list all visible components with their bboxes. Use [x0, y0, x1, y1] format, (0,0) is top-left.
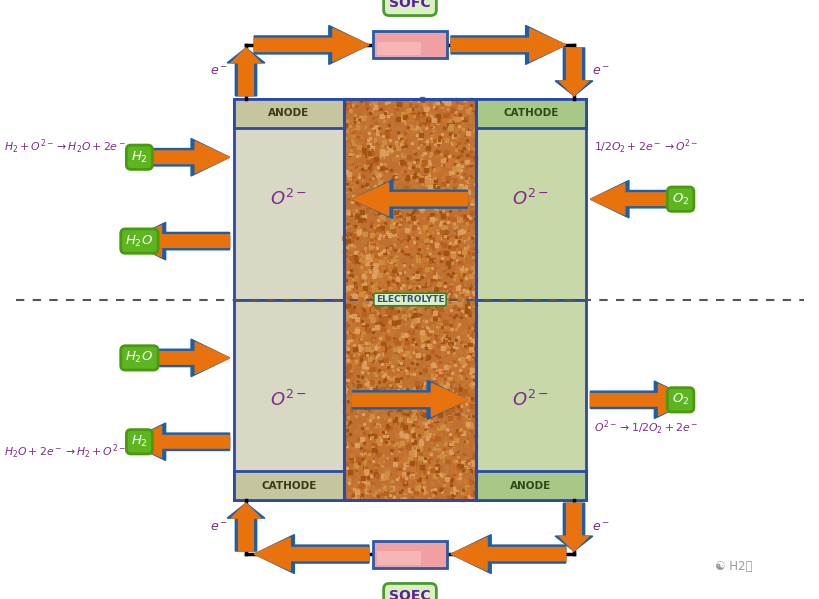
Bar — [475, 300, 586, 500]
Text: $O_2$: $O_2$ — [671, 392, 689, 407]
Text: $e^-$: $e^-$ — [210, 521, 228, 534]
Text: SOEC: SOEC — [389, 589, 430, 599]
Text: $e^-$: $e^-$ — [591, 521, 609, 534]
FancyArrow shape — [590, 384, 692, 416]
Text: $e^-$: $e^-$ — [591, 65, 609, 78]
FancyArrow shape — [450, 26, 565, 65]
FancyArrow shape — [352, 180, 467, 219]
Bar — [373, 31, 446, 59]
Bar — [344, 99, 475, 500]
Bar — [377, 551, 421, 564]
Text: $H_2O$: $H_2O$ — [125, 234, 153, 249]
FancyArrow shape — [450, 534, 565, 574]
FancyArrow shape — [127, 342, 229, 374]
Text: ANODE: ANODE — [509, 481, 551, 491]
FancyArrow shape — [127, 141, 229, 173]
FancyArrow shape — [450, 538, 565, 570]
FancyArrow shape — [231, 503, 260, 551]
Bar — [233, 99, 344, 128]
Text: $H_2 + O^{2-} \rightarrow H_2O+ 2e^-$: $H_2 + O^{2-} \rightarrow H_2O+ 2e^-$ — [4, 138, 126, 156]
Bar — [475, 99, 586, 128]
Bar — [233, 300, 344, 500]
FancyArrow shape — [559, 48, 588, 96]
Bar — [475, 471, 586, 500]
FancyArrow shape — [227, 48, 265, 96]
FancyArrow shape — [254, 534, 369, 574]
FancyArrow shape — [254, 538, 369, 570]
Bar — [233, 471, 344, 500]
FancyArrow shape — [127, 225, 229, 257]
Text: ELECTROLYTE: ELECTROLYTE — [375, 295, 444, 304]
FancyArrow shape — [554, 503, 592, 551]
FancyArrow shape — [231, 48, 260, 96]
FancyArrow shape — [559, 503, 588, 551]
FancyArrow shape — [127, 138, 229, 176]
Text: SOFC: SOFC — [389, 0, 430, 10]
FancyArrow shape — [227, 503, 265, 551]
FancyArrow shape — [254, 29, 369, 62]
FancyArrow shape — [590, 180, 692, 218]
Bar — [377, 42, 421, 56]
Text: $e^-$: $e^-$ — [210, 65, 228, 78]
FancyArrow shape — [352, 183, 467, 216]
FancyArrow shape — [352, 383, 467, 416]
Text: $H_2O+ 2e^- \rightarrow H_2 + O^{2-}$: $H_2O+ 2e^- \rightarrow H_2 + O^{2-}$ — [4, 443, 126, 461]
Text: $O^{2-}$: $O^{2-}$ — [512, 390, 549, 410]
FancyArrow shape — [127, 426, 229, 458]
FancyArrow shape — [254, 26, 369, 65]
Text: ☯ H2说: ☯ H2说 — [714, 559, 752, 573]
Text: CATHODE: CATHODE — [261, 481, 316, 491]
Text: $H_2O$: $H_2O$ — [125, 350, 153, 365]
FancyArrow shape — [127, 423, 229, 461]
Bar — [344, 99, 475, 500]
Text: $O^{2-}$: $O^{2-}$ — [512, 189, 549, 209]
Text: $O^{2-}$: $O^{2-}$ — [270, 189, 307, 209]
FancyArrow shape — [450, 29, 565, 62]
Text: $O^{2-}$: $O^{2-}$ — [270, 390, 307, 410]
Bar — [373, 540, 446, 568]
Bar — [475, 99, 586, 300]
Text: $H_2$: $H_2$ — [131, 434, 147, 449]
FancyArrow shape — [590, 183, 692, 215]
Text: $O^{2-} \rightarrow 1/2O_2 + 2e^-$: $O^{2-} \rightarrow 1/2O_2 + 2e^-$ — [594, 419, 699, 437]
FancyArrow shape — [127, 222, 229, 260]
Text: $O_2$: $O_2$ — [671, 192, 689, 207]
FancyArrow shape — [352, 380, 467, 419]
FancyArrow shape — [127, 339, 229, 377]
Text: $H_2$: $H_2$ — [131, 150, 147, 165]
FancyArrow shape — [590, 381, 692, 419]
Text: $1/2O_2 + 2e^- \rightarrow O^{2-}$: $1/2O_2 + 2e^- \rightarrow O^{2-}$ — [594, 138, 699, 156]
Bar — [233, 99, 344, 300]
Text: ANODE: ANODE — [268, 108, 310, 118]
FancyArrow shape — [554, 48, 592, 96]
Text: CATHODE: CATHODE — [503, 108, 558, 118]
